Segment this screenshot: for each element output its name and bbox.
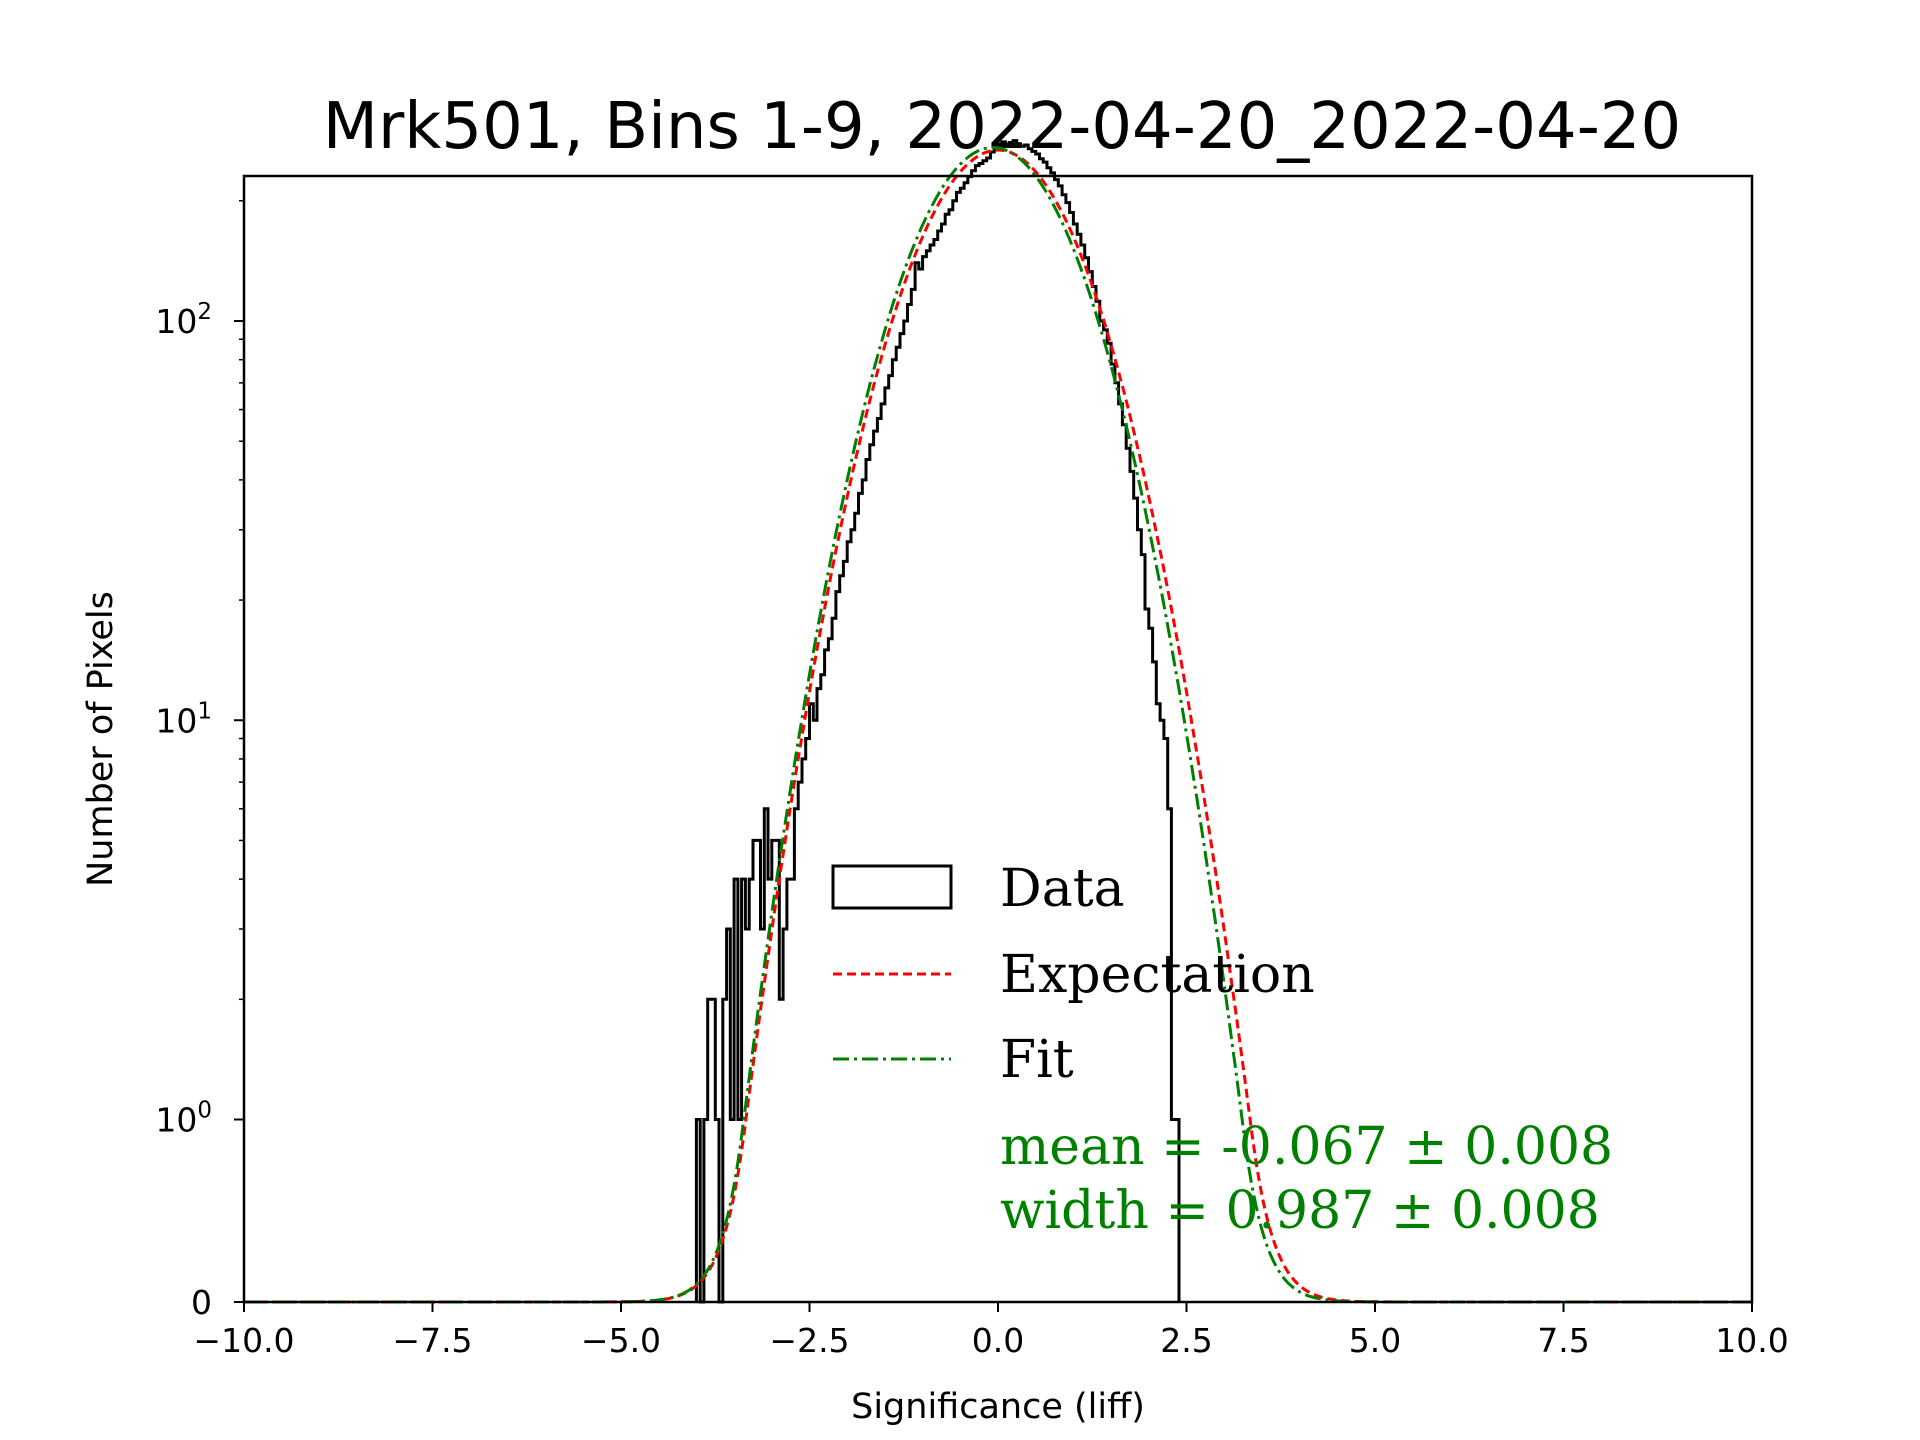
legend-label-data: Data	[1000, 859, 1125, 919]
x-tick-label: 10.0	[1715, 1321, 1788, 1360]
legend: Data Expectation Fit mean = -0.067 ± 0.0…	[831, 859, 1613, 1241]
x-tick-label: −5.0	[581, 1321, 661, 1360]
x-tick-label: 0.0	[972, 1321, 1024, 1360]
x-axis-label: Significance (liff)	[851, 1387, 1145, 1427]
legend-swatch-data	[831, 864, 953, 910]
stats-mean: mean = -0.067 ± 0.008	[1000, 1117, 1613, 1177]
y-tick-label: 0	[191, 1283, 212, 1322]
x-tick-label: 2.5	[1160, 1321, 1212, 1360]
chart-title: Mrk501, Bins 1-9, 2022-04-20_2022-04-20	[323, 90, 1681, 164]
y-tick-label: 100	[155, 1098, 212, 1140]
x-tick-label: −10.0	[193, 1321, 294, 1360]
x-tick-label: 7.5	[1537, 1321, 1589, 1360]
y-axis-label: Number of Pixels	[81, 591, 121, 887]
x-tick-label: 5.0	[1349, 1321, 1401, 1360]
legend-label-expectation: Expectation	[1000, 945, 1315, 1005]
x-tick-label: −7.5	[392, 1321, 472, 1360]
y-tick-label: 101	[155, 698, 212, 740]
legend-label-fit: Fit	[1000, 1030, 1074, 1090]
stats-width: width = 0.987 ± 0.008	[1000, 1181, 1600, 1241]
y-tick-label: 102	[155, 299, 212, 341]
x-tick-label: −2.5	[769, 1321, 849, 1360]
x-axis: −10.0 −7.5 −5.0 −2.5 0.0 2.5 5.0 7.5 10.0	[193, 1302, 1789, 1360]
y-axis: 0 100 101 102	[155, 200, 244, 1322]
histogram-data	[694, 139, 1181, 1304]
